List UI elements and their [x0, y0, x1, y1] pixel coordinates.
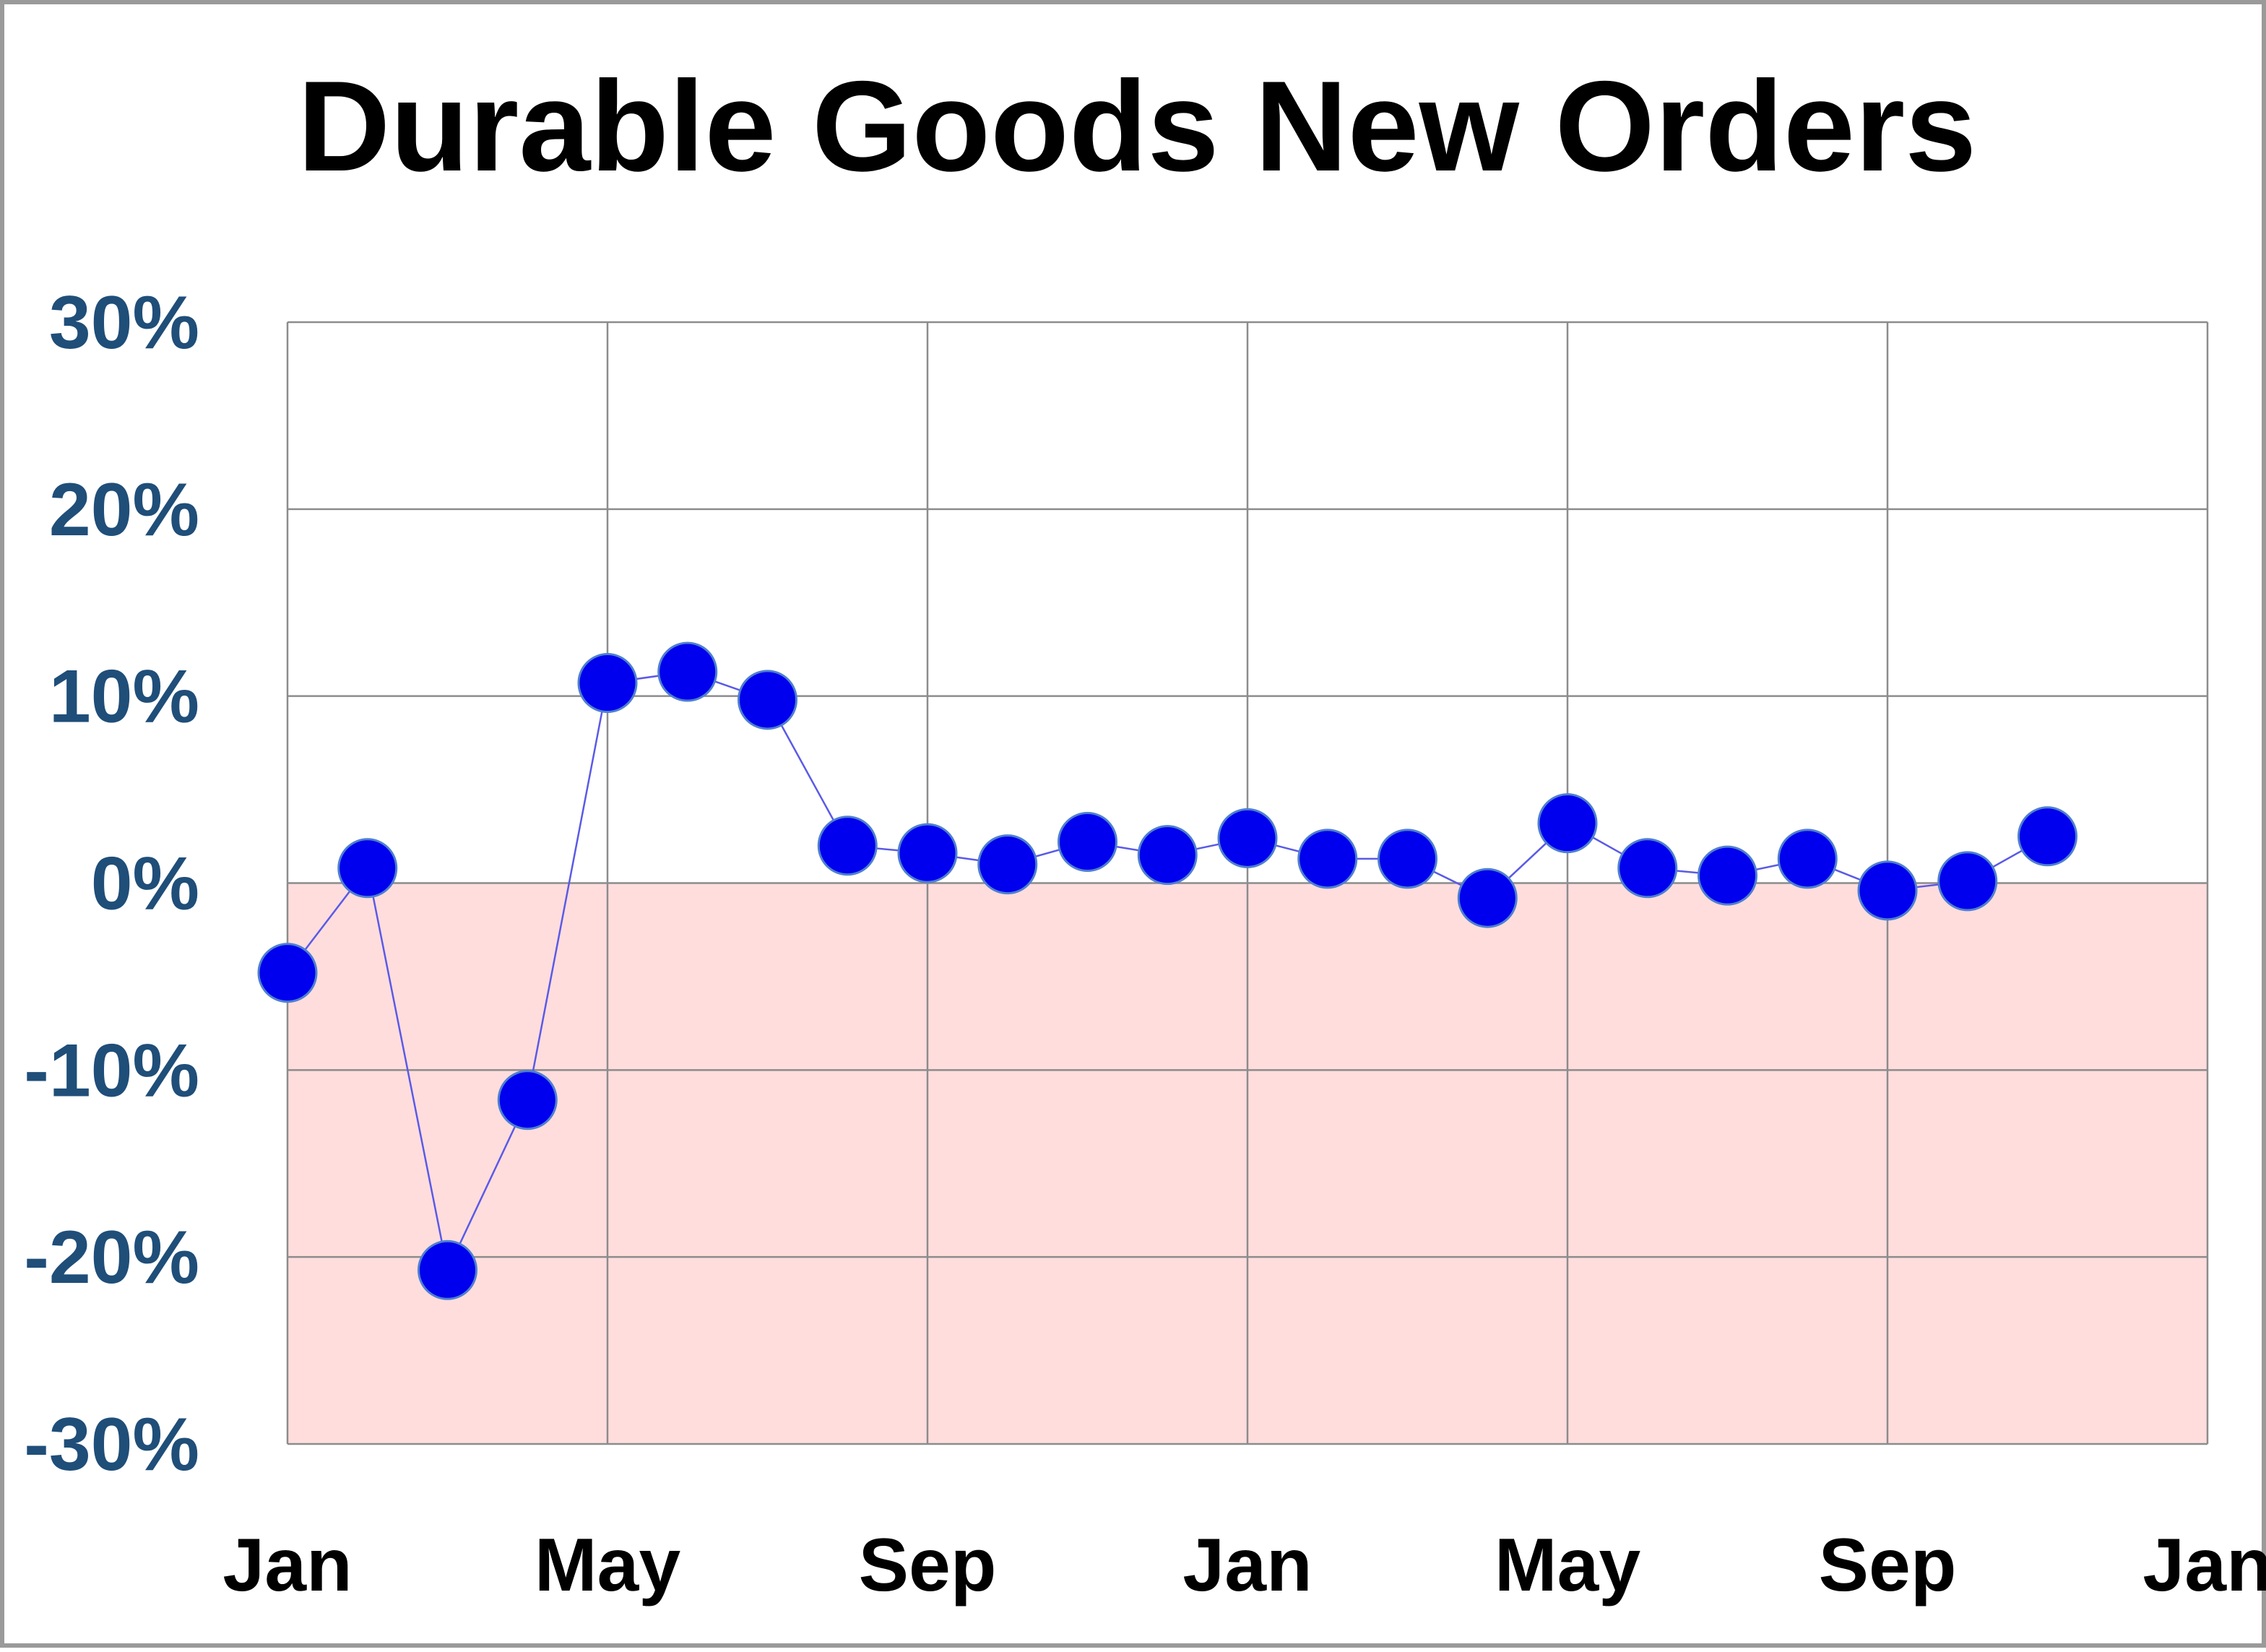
data-point: [1137, 825, 1198, 886]
data-point: [1777, 829, 1838, 889]
x-tick-label: Jan: [2142, 1523, 2266, 1607]
data-point: [1217, 808, 1278, 868]
y-tick-label: 30%: [49, 281, 199, 365]
data-point: [1457, 868, 1518, 928]
x-tick-label: May: [535, 1523, 680, 1607]
data-point: [1857, 860, 1918, 921]
x-tick-label: May: [1495, 1523, 1640, 1607]
data-point: [577, 653, 638, 714]
y-axis-ticks: 30% 20% 10% 0% -10% -20% -30%: [24, 281, 199, 1487]
data-point: [1617, 838, 1678, 899]
x-tick-label: Jan: [1182, 1523, 1312, 1607]
data-point: [1297, 829, 1358, 889]
data-point: [1698, 845, 1757, 906]
data-point: [257, 943, 318, 1003]
data-point: [738, 670, 797, 730]
data-point: [497, 1070, 558, 1130]
y-tick-label: -20%: [24, 1216, 199, 1299]
chart-title: Durable Goods New Orders: [298, 54, 1976, 198]
data-point: [657, 641, 718, 702]
x-tick-label: Sep: [859, 1523, 997, 1607]
data-point: [1537, 793, 1598, 854]
y-tick-label: -30%: [24, 1403, 199, 1487]
data-point: [977, 834, 1038, 895]
data-point: [817, 816, 878, 876]
x-tick-label: Jan: [222, 1523, 352, 1607]
data-point: [897, 823, 958, 883]
y-tick-label: 20%: [49, 468, 199, 552]
y-tick-label: 10%: [49, 655, 199, 739]
y-tick-label: -10%: [24, 1029, 199, 1112]
x-axis-ticks: Jan May Sep Jan May Sep Jan: [222, 1523, 2266, 1607]
data-point: [418, 1240, 477, 1300]
chart-canvas: Durable Goods New Orders 30% 20% 10% 0% -10%…: [24, 54, 2266, 1607]
data-point: [1937, 851, 1998, 912]
data-point: [1378, 829, 1437, 889]
data-point: [1058, 812, 1117, 873]
data-point: [337, 838, 398, 899]
x-tick-label: Sep: [1819, 1523, 1957, 1607]
y-tick-label: 0%: [91, 842, 199, 926]
data-point: [2018, 806, 2077, 867]
series-markers: [257, 641, 2077, 1300]
